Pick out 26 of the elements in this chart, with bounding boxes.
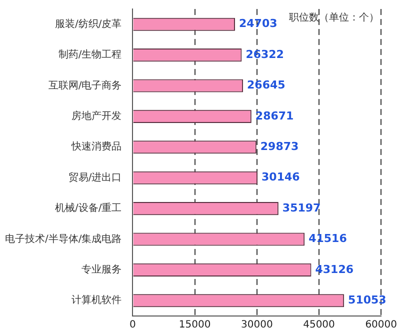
data-label: 28671 — [255, 109, 294, 122]
data-label: 30146 — [262, 170, 300, 184]
y-tick-label: 服装/纺织/皮革 — [54, 18, 122, 30]
y-tick-label: 制药/生物工程 — [58, 48, 122, 61]
y-tick-label: 专业服务 — [82, 264, 122, 276]
data-label: 51053 — [348, 294, 386, 307]
data-label: 26322 — [246, 48, 284, 61]
data-label: 43126 — [315, 262, 354, 276]
annotation: 职位数（单位：个） — [289, 12, 380, 24]
x-tick-label: 60000 — [365, 320, 397, 331]
y-tick-label: 快速消费品 — [70, 140, 122, 153]
data-label: 35197 — [282, 201, 321, 214]
x-tick-label: 15000 — [178, 320, 211, 331]
y-tick-label: 互联网/电子商务 — [48, 79, 122, 92]
y-tick-label: 房地产开发 — [72, 110, 122, 122]
x-tick-label: 30000 — [241, 320, 273, 331]
data-label: 26645 — [247, 78, 286, 92]
y-tick-label: 贸易/进出口 — [68, 171, 122, 184]
data-label: 41516 — [308, 232, 348, 246]
data-label: 29873 — [260, 140, 299, 154]
x-tick-label: 0 — [130, 320, 136, 331]
y-tick-label: 计算机软件 — [72, 294, 122, 306]
y-tick-label: 电子技术/半导体/集成电路 — [4, 232, 122, 245]
y-tick-label: 机械/设备/重工 — [54, 202, 122, 214]
x-tick-label: 45000 — [303, 320, 335, 331]
data-label: 24703 — [238, 17, 278, 30]
